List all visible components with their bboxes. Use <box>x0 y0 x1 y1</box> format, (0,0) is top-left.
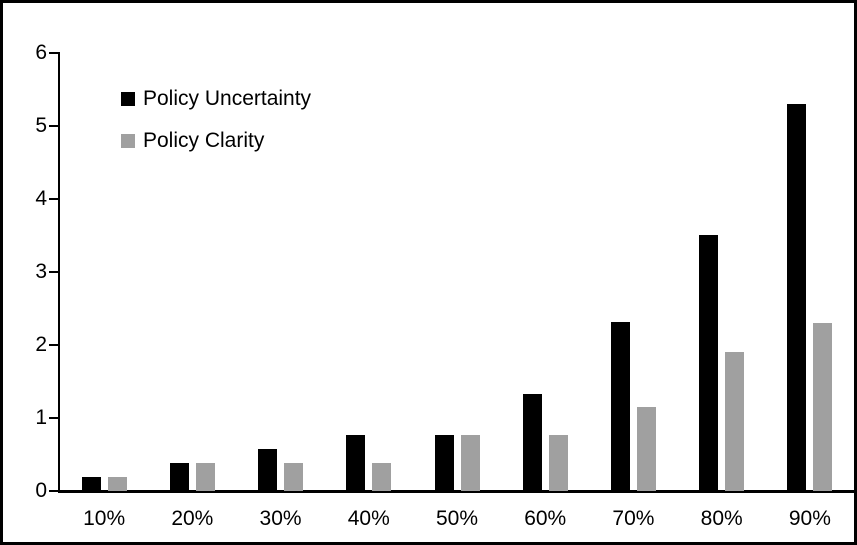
y-tick-mark-2 <box>49 344 58 346</box>
bar-policy-clarity-70% <box>637 407 656 491</box>
legend-label-policy-uncertainty: Policy Uncertainty <box>143 87 312 110</box>
y-tick-label-1: 1 <box>35 406 47 429</box>
bar-policy-clarity-20% <box>196 463 215 491</box>
y-tick-label-4: 4 <box>35 187 47 210</box>
legend-item-policy-uncertainty: Policy Uncertainty <box>121 87 311 111</box>
bar-policy-uncertainty-80% <box>699 235 718 491</box>
y-tick-label-0: 0 <box>35 479 47 502</box>
bar-policy-clarity-40% <box>372 463 391 491</box>
bar-policy-clarity-90% <box>813 323 832 491</box>
x-tick-label-80%: 80% <box>700 507 743 530</box>
x-tick-label-40%: 40% <box>347 507 390 530</box>
y-axis-line <box>58 52 60 492</box>
y-tick-label-2: 2 <box>35 333 47 356</box>
y-tick-label-5: 5 <box>35 114 47 137</box>
legend-swatch-policy-uncertainty <box>121 92 135 106</box>
bar-policy-uncertainty-40% <box>346 435 365 491</box>
y-tick-mark-0 <box>49 490 58 492</box>
bar-policy-uncertainty-10% <box>82 477 101 491</box>
x-axis-line <box>58 490 854 493</box>
x-tick-label-70%: 70% <box>612 507 655 530</box>
legend-item-policy-clarity: Policy Clarity <box>121 129 311 153</box>
y-tick-mark-6 <box>49 52 58 54</box>
bar-policy-uncertainty-20% <box>170 463 189 491</box>
x-tick-label-50%: 50% <box>435 507 479 530</box>
x-tick-label-60%: 60% <box>524 507 567 530</box>
bar-policy-uncertainty-30% <box>258 449 277 491</box>
bar-policy-uncertainty-70% <box>611 322 630 491</box>
legend: Policy Uncertainty Policy Clarity <box>121 87 311 171</box>
y-tick-mark-4 <box>49 198 58 200</box>
x-tick-label-90%: 90% <box>788 507 831 530</box>
bar-policy-uncertainty-60% <box>523 394 542 491</box>
bar-policy-clarity-30% <box>284 463 303 491</box>
x-tick-label-20%: 20% <box>171 507 214 530</box>
y-tick-label-6: 6 <box>35 41 47 64</box>
bar-policy-clarity-50% <box>461 435 480 491</box>
legend-label-policy-clarity: Policy Clarity <box>143 129 265 152</box>
y-tick-label-3: 3 <box>35 260 47 283</box>
bar-policy-uncertainty-90% <box>787 104 806 491</box>
y-tick-mark-5 <box>49 125 58 127</box>
bar-policy-clarity-10% <box>108 477 127 491</box>
plot-area: 0 1 2 3 4 5 6 10% 20% 30% 40% 50% 60% 70% 80% 90% Poli… <box>3 3 854 542</box>
x-tick-label-10%: 10% <box>83 507 126 530</box>
x-tick-label-30%: 30% <box>259 507 302 530</box>
y-tick-mark-1 <box>49 417 58 419</box>
y-tick-mark-3 <box>49 271 58 273</box>
bar-policy-clarity-80% <box>725 352 744 491</box>
legend-swatch-policy-clarity <box>121 134 135 148</box>
bar-policy-clarity-60% <box>549 435 568 491</box>
bar-policy-uncertainty-50% <box>435 435 454 491</box>
